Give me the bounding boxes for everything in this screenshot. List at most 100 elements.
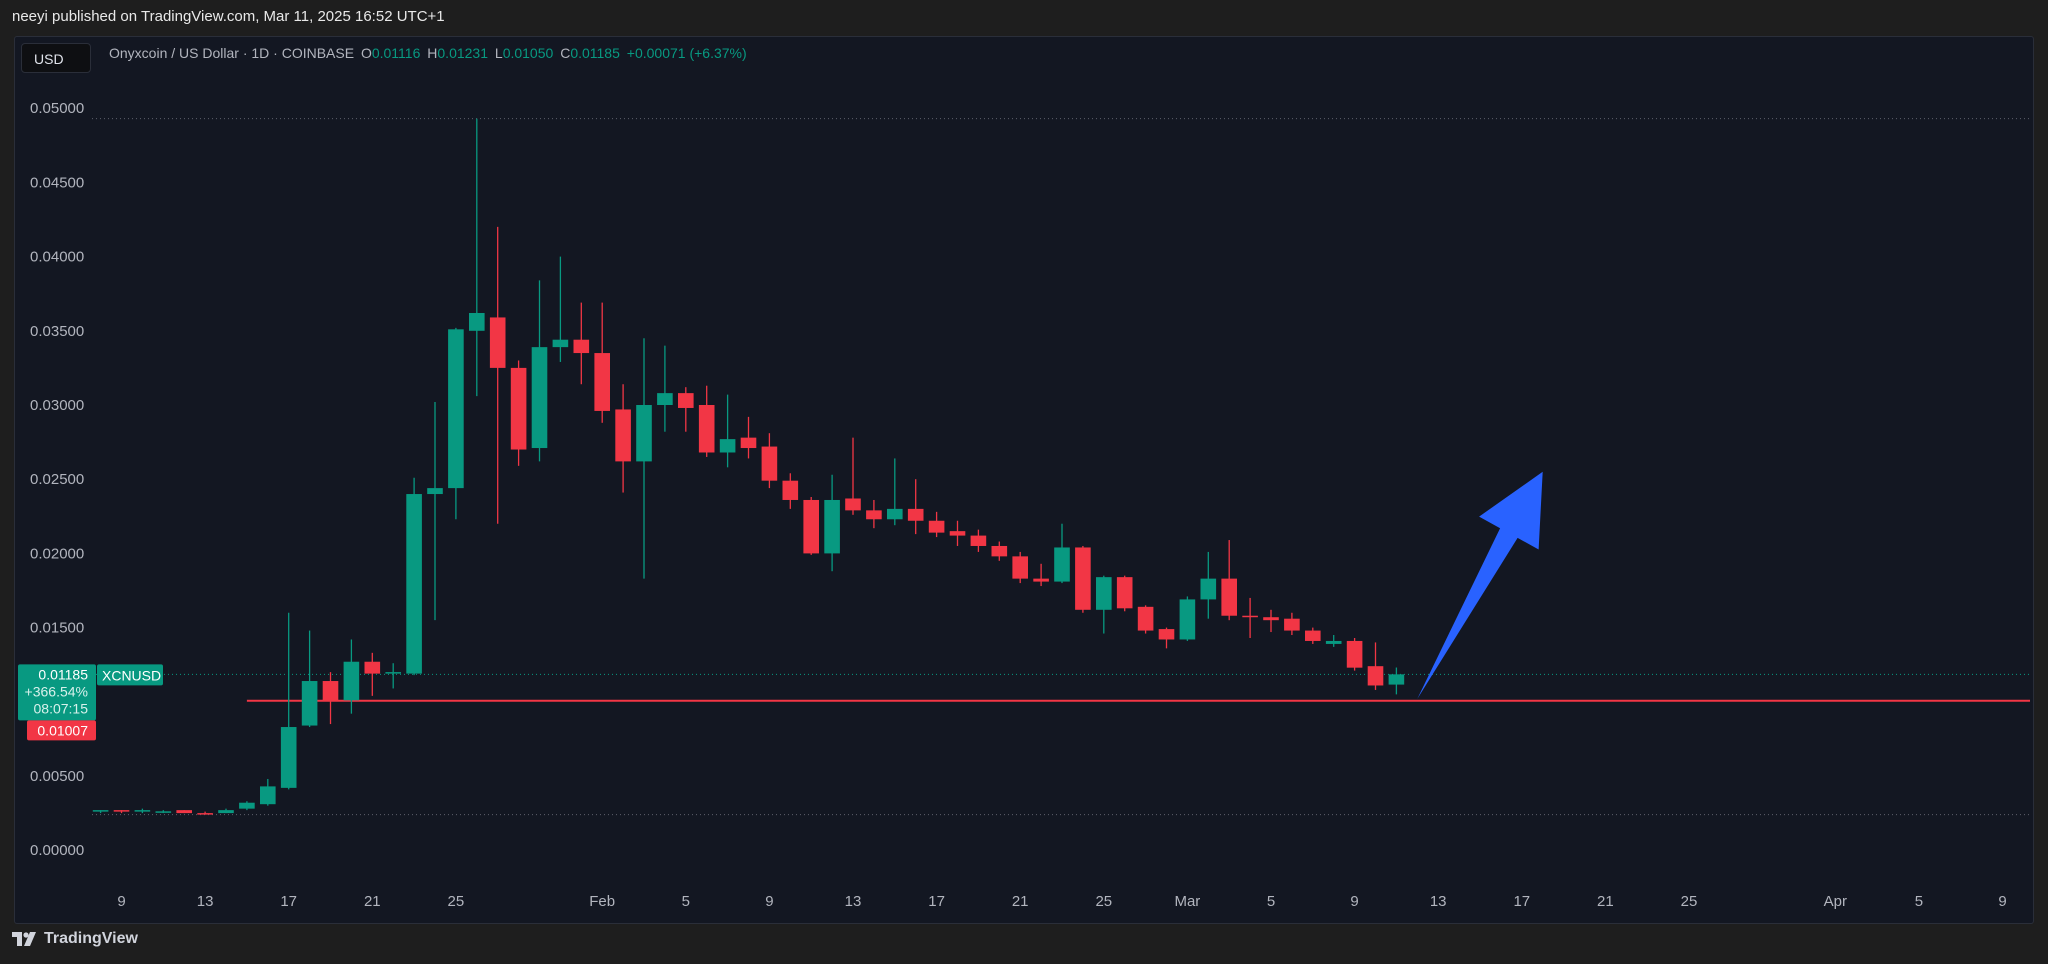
candle bbox=[427, 402, 443, 621]
candle-body bbox=[887, 508, 903, 520]
candle-body bbox=[1054, 547, 1070, 582]
candle bbox=[615, 384, 631, 493]
candle bbox=[260, 778, 276, 806]
candle bbox=[197, 811, 213, 815]
candle bbox=[1200, 551, 1217, 619]
open-label: O bbox=[360, 45, 372, 61]
x-tick-label: 13 bbox=[845, 893, 862, 910]
candle bbox=[489, 226, 506, 524]
last-price-value: 0.01185 bbox=[38, 666, 88, 682]
candle-body bbox=[260, 786, 276, 805]
candle-body bbox=[1221, 578, 1237, 616]
currency-button[interactable]: USD bbox=[21, 43, 91, 73]
candle-body bbox=[1305, 630, 1321, 641]
candle-body bbox=[1388, 674, 1405, 685]
candle-body bbox=[803, 499, 819, 554]
candle bbox=[1263, 609, 1279, 633]
ticker-tag bbox=[97, 664, 163, 686]
candle-body bbox=[1096, 577, 1112, 610]
y-tick-label: 0.00000 bbox=[30, 842, 84, 859]
change-value: +0.00071 (+6.37%) bbox=[626, 45, 747, 61]
x-tick-label: 5 bbox=[682, 893, 690, 910]
support-level-value: 0.01007 bbox=[37, 722, 88, 738]
candle-body bbox=[113, 810, 130, 812]
candle bbox=[949, 520, 966, 546]
candle-body bbox=[594, 353, 610, 411]
close-label: C bbox=[560, 45, 571, 61]
candle-body bbox=[845, 498, 861, 511]
candle-body bbox=[1367, 666, 1384, 686]
candle bbox=[1137, 605, 1154, 634]
candle-body bbox=[657, 393, 673, 405]
candle bbox=[510, 360, 527, 466]
y-tick-label: 0.01500 bbox=[30, 620, 84, 637]
candle bbox=[970, 529, 987, 552]
candle bbox=[552, 256, 569, 362]
footer-brand: TradingView bbox=[44, 930, 138, 947]
x-tick-label: 13 bbox=[197, 893, 214, 910]
candle bbox=[343, 639, 360, 714]
candle-body bbox=[280, 727, 297, 788]
ticker-label: XCNUSD bbox=[102, 667, 161, 683]
candle-body bbox=[1263, 617, 1279, 621]
bar-countdown: 08:07:15 bbox=[34, 700, 89, 716]
candle-body bbox=[1325, 640, 1342, 644]
candle-body bbox=[343, 661, 360, 701]
candle-body bbox=[573, 339, 590, 354]
candle-body bbox=[427, 488, 443, 495]
candle bbox=[866, 499, 882, 529]
x-tick-label: 21 bbox=[1597, 893, 1614, 910]
candle-body bbox=[301, 681, 318, 726]
support-level-tag bbox=[27, 720, 96, 741]
candle bbox=[824, 474, 840, 572]
candle-body bbox=[615, 409, 631, 462]
candle bbox=[322, 672, 339, 725]
chart-panel[interactable]: USD Onyxcoin / US Dollar · 1D · COINBASE… bbox=[14, 36, 2034, 924]
candle-body bbox=[1346, 640, 1363, 668]
candle bbox=[803, 497, 819, 555]
candle bbox=[1284, 612, 1300, 636]
candle bbox=[1367, 642, 1384, 690]
candle bbox=[1158, 627, 1175, 649]
candle bbox=[782, 473, 799, 509]
x-tick-label: 9 bbox=[117, 893, 125, 910]
x-tick-label: Mar bbox=[1174, 893, 1200, 910]
candle-body bbox=[92, 810, 109, 812]
candle bbox=[1116, 575, 1133, 612]
candle bbox=[1075, 545, 1091, 613]
candle bbox=[1346, 637, 1363, 671]
candle-body bbox=[406, 494, 422, 674]
candle bbox=[698, 385, 715, 457]
candle bbox=[928, 511, 945, 538]
tradingview-logo[interactable]: TradingView bbox=[12, 930, 138, 948]
candle-body bbox=[719, 439, 736, 453]
candle-body bbox=[636, 405, 652, 462]
candle bbox=[448, 327, 464, 520]
y-tick-label: 0.03000 bbox=[30, 397, 84, 414]
candle-body bbox=[907, 508, 924, 521]
candle bbox=[218, 808, 234, 814]
tradingview-logo-icon bbox=[12, 932, 36, 946]
candle-body bbox=[218, 810, 234, 814]
candle-body bbox=[364, 661, 381, 674]
candle bbox=[719, 394, 736, 468]
candle bbox=[1242, 597, 1258, 638]
candle-body bbox=[134, 810, 151, 812]
y-tick-label: 0.02000 bbox=[30, 545, 84, 562]
candle bbox=[573, 302, 590, 385]
candle-body bbox=[469, 312, 485, 331]
candle bbox=[1096, 575, 1112, 634]
candle bbox=[301, 630, 318, 728]
x-tick-label: 5 bbox=[1915, 893, 1923, 910]
candle-body bbox=[678, 393, 694, 408]
change-percent: +366.54% bbox=[25, 683, 88, 699]
candle-body bbox=[761, 446, 778, 481]
symbol-title: Onyxcoin / US Dollar · 1D · COINBASE bbox=[109, 45, 355, 61]
x-tick-label: 9 bbox=[1350, 893, 1358, 910]
x-tick-label: 9 bbox=[1998, 893, 2006, 910]
candle-body bbox=[782, 480, 799, 500]
candle bbox=[1012, 551, 1028, 584]
candle bbox=[364, 652, 381, 696]
x-tick-label: 17 bbox=[280, 893, 297, 910]
